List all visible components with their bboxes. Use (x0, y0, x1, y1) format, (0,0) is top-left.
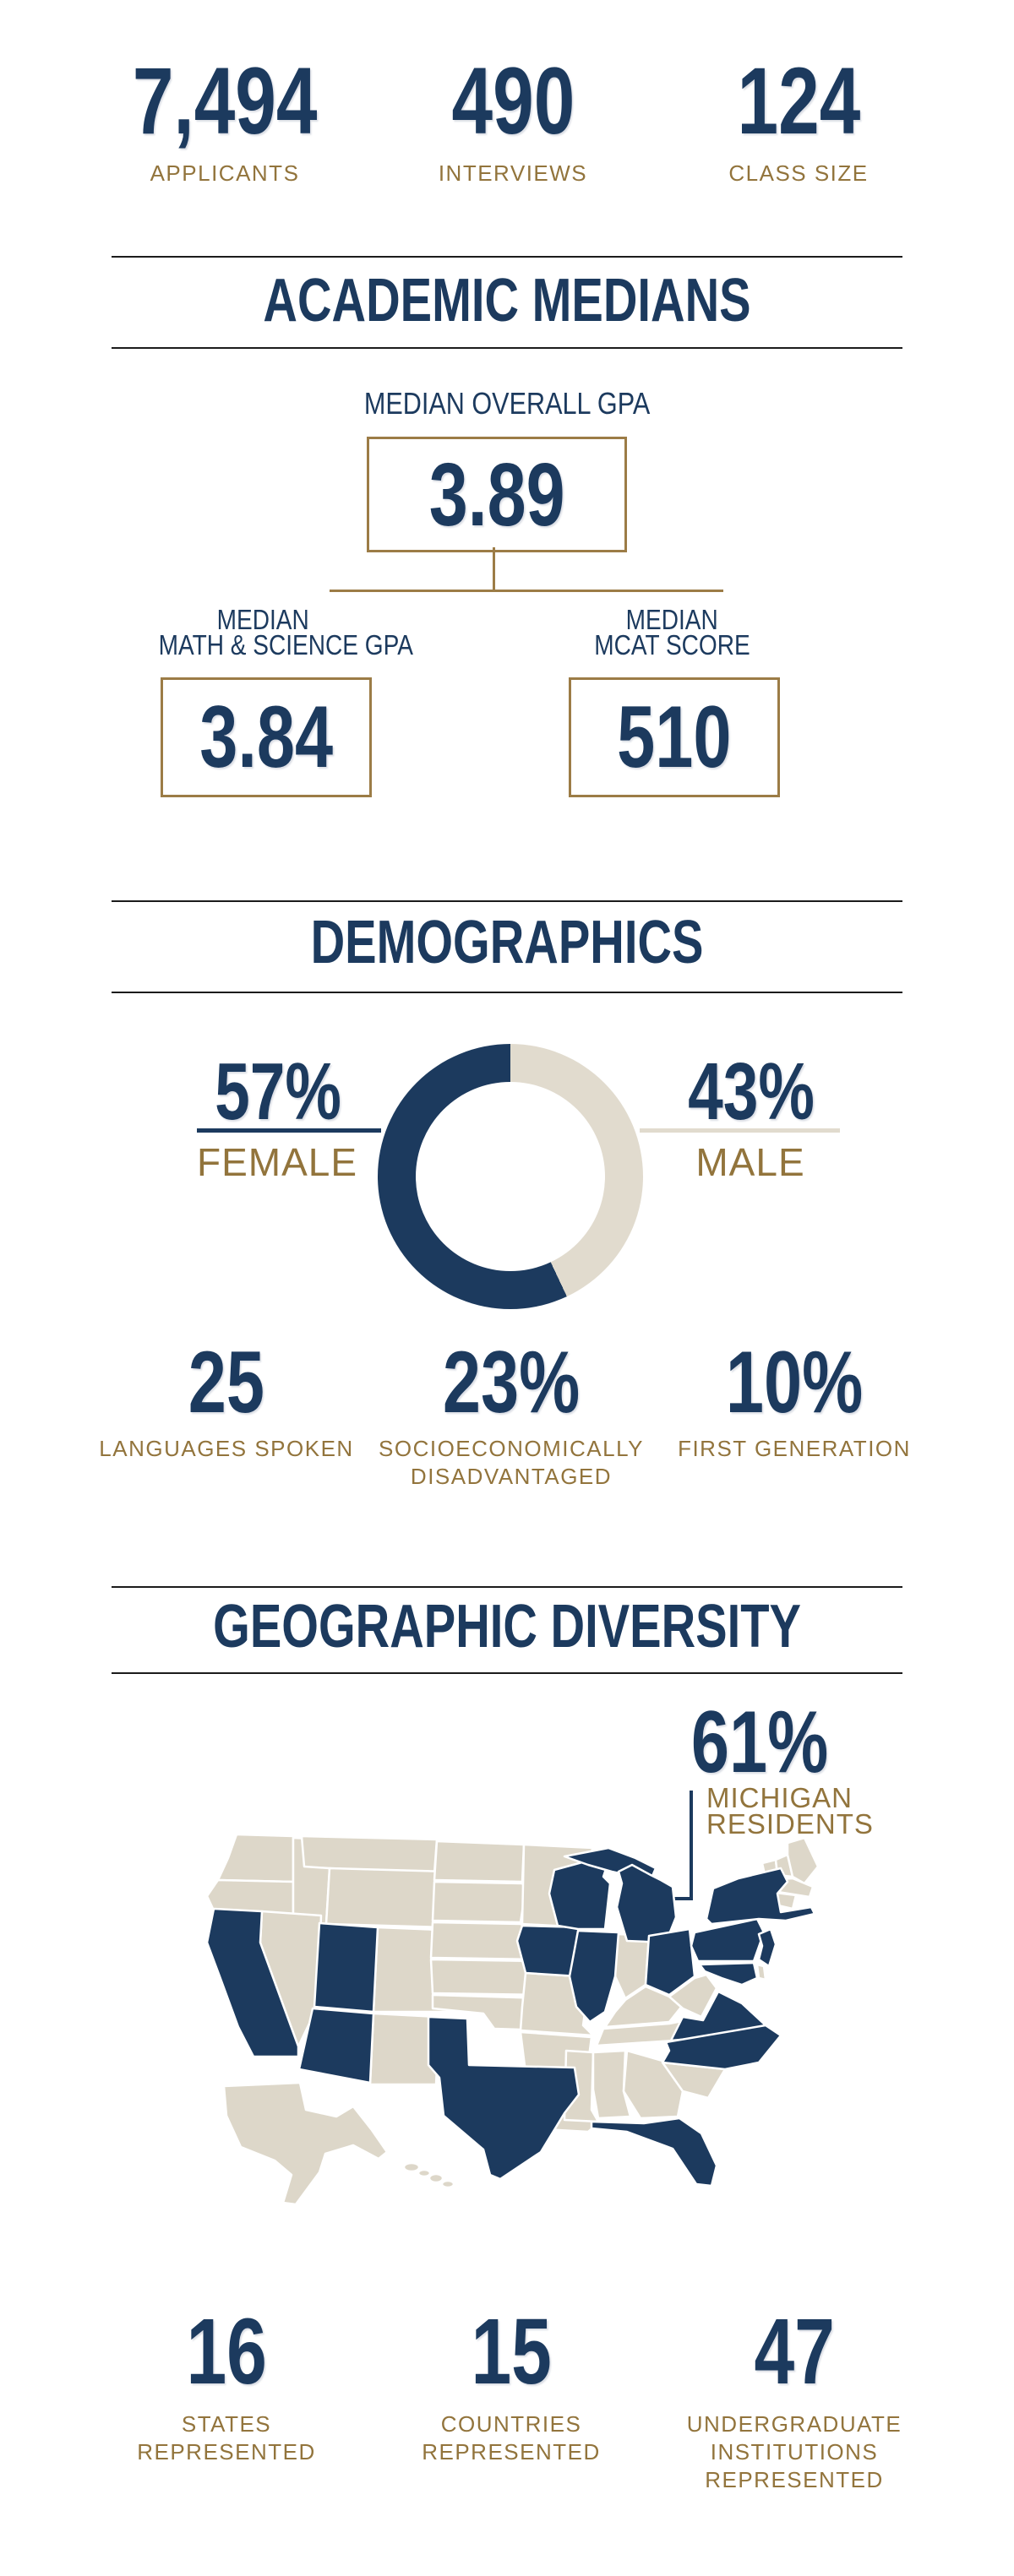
first-generation-value: 10% (725, 1334, 864, 1432)
stat-socioeconomic: 23% SOCIOECONOMICALLY DISADVANTAGED (376, 1339, 646, 1491)
us-states-map (205, 1833, 820, 2206)
math-science-gpa-value: 3.84 (199, 688, 333, 786)
tree-connector-vertical (493, 547, 495, 591)
institutions-represented-value: 47 (754, 2300, 835, 2404)
interviews-value: 490 (451, 48, 575, 154)
countries-represented-value: 15 (471, 2300, 552, 2404)
male-leader-line (640, 1128, 840, 1133)
state-hi (402, 2161, 421, 2173)
michigan-residents-label: MICHIGAN RESIDENTS (706, 1782, 874, 1840)
languages-label: LANGUAGES SPOKEN (99, 1436, 354, 1461)
math-science-gpa-label: MEDIAN MATH & SCIENCE GPA (158, 604, 413, 660)
overall-gpa-box: 3.89 (367, 437, 627, 552)
stat-languages: 25 LANGUAGES SPOKEN (91, 1339, 362, 1463)
institutions-represented-label: UNDERGRADUATE INSTITUTIONS REPRESENTED (686, 2411, 902, 2492)
state-az (297, 2007, 375, 2084)
socioeconomic-value: 23% (442, 1334, 581, 1432)
state-nc (661, 2024, 782, 2071)
divider (112, 256, 902, 258)
math-science-gpa-box: 3.84 (161, 677, 372, 797)
male-label: MALE (695, 1140, 805, 1184)
stat-interviews: 490 INTERVIEWS (378, 54, 648, 187)
state-nd (433, 1840, 526, 1883)
divider (112, 1672, 902, 1674)
male-percent: 43% (688, 1046, 815, 1137)
states-represented-label: STATES REPRESENTED (137, 2411, 316, 2465)
stat-countries-represented: 15 COUNTRIES REPRESENTED (376, 2306, 646, 2466)
gender-donut-chart (378, 1044, 643, 1309)
divider (112, 1586, 902, 1588)
state-ny (705, 1867, 816, 1926)
stat-applicants: 7,494 APPLICANTS (90, 54, 360, 187)
state-wa (216, 1833, 295, 1883)
state-hi (440, 2179, 455, 2189)
state-hi (428, 2172, 444, 2184)
state-fl (590, 2117, 718, 2187)
first-generation-label: FIRST GENERATION (678, 1436, 911, 1461)
state-mt (300, 1834, 439, 1875)
state-hi (417, 2168, 432, 2178)
countries-represented-label: COUNTRIES REPRESENTED (422, 2411, 601, 2465)
state-sd (431, 1880, 527, 1924)
state-pa (690, 1917, 766, 1963)
michigan-percent: 61% (690, 1693, 829, 1791)
state-de (755, 1963, 767, 1981)
state-ak (222, 2081, 389, 2206)
stat-institutions-represented: 47 UNDERGRADUATE INSTITUTIONS REPRESENTE… (659, 2306, 930, 2494)
divider (112, 347, 902, 349)
female-percent: 57% (215, 1046, 342, 1137)
state-mi-lower (615, 1863, 678, 1944)
state-md (698, 1961, 759, 1986)
divider (112, 992, 902, 993)
applicants-value: 7,494 (132, 48, 318, 154)
languages-value: 25 (188, 1334, 265, 1432)
state-ky (603, 1985, 684, 2029)
michigan-callout-line-vertical (690, 1791, 693, 1899)
applicants-label: APPLICANTS (150, 160, 300, 186)
mcat-box: 510 (569, 677, 780, 797)
stat-class-size: 124 CLASS SIZE (663, 54, 934, 187)
divider (112, 900, 902, 902)
stat-first-generation: 10% FIRST GENERATION (659, 1339, 930, 1463)
state-nj (757, 1927, 777, 1968)
state-tx (427, 2015, 581, 2181)
demographics-title: DEMOGRAPHICS (310, 909, 704, 976)
interviews-label: INTERVIEWS (438, 160, 588, 186)
state-wy (324, 1867, 450, 1929)
state-oh (644, 1927, 696, 1997)
mcat-value: 510 (617, 688, 732, 786)
state-ut (313, 1921, 379, 2014)
state-al (592, 2049, 632, 2120)
class-size-value: 124 (737, 48, 860, 154)
mcat-label: MEDIAN MCAT SCORE (593, 604, 750, 660)
academic-medians-title: ACADEMIC MEDIANS (263, 267, 751, 334)
geographic-diversity-title: GEOGRAPHIC DIVERSITY (213, 1593, 801, 1660)
overall-gpa-label: MEDIAN OVERALL GPA (363, 386, 651, 421)
state-me (786, 1836, 820, 1885)
state-wv (668, 1973, 718, 2019)
donut-hole (416, 1082, 605, 1271)
state-ca (205, 1907, 300, 2058)
female-label: FEMALE (197, 1140, 358, 1184)
class-size-label: CLASS SIZE (728, 160, 869, 186)
tree-connector-horizontal (330, 590, 723, 592)
overall-gpa-value: 3.89 (428, 444, 565, 545)
socioeconomic-label: SOCIOECONOMICALLY DISADVANTAGED (379, 1436, 644, 1489)
stat-states-represented: 16 STATES REPRESENTED (91, 2306, 362, 2466)
states-represented-value: 16 (186, 2300, 267, 2404)
state-il (568, 1929, 620, 2024)
female-leader-line (197, 1128, 381, 1133)
state-wi (548, 1858, 612, 1931)
